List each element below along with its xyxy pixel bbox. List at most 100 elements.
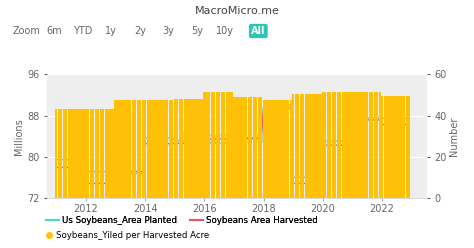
Bar — [344, 92, 346, 198]
Bar — [186, 99, 188, 198]
Bar — [263, 100, 265, 198]
Bar — [307, 94, 309, 198]
Text: All: All — [251, 26, 265, 36]
Bar — [92, 109, 94, 198]
Bar — [391, 96, 393, 198]
Bar — [208, 92, 210, 198]
Bar — [302, 94, 304, 198]
Bar — [112, 109, 114, 198]
Bar — [238, 97, 240, 198]
Bar — [248, 97, 250, 198]
Bar — [179, 99, 181, 198]
Bar — [77, 109, 80, 198]
Bar — [354, 92, 356, 198]
Bar — [100, 109, 102, 198]
Bar — [213, 92, 215, 198]
Bar — [129, 100, 131, 198]
Text: 3y: 3y — [162, 26, 174, 36]
Bar — [85, 109, 87, 198]
Bar — [97, 109, 100, 198]
Bar — [176, 99, 178, 198]
Bar — [152, 100, 154, 198]
Y-axis label: Millions: Millions — [15, 118, 25, 155]
Bar — [206, 92, 208, 198]
Bar — [406, 96, 408, 198]
Bar — [273, 100, 274, 198]
Bar — [144, 100, 146, 198]
Bar — [127, 100, 129, 198]
Bar — [226, 92, 228, 198]
Bar — [243, 97, 245, 198]
Bar — [233, 97, 235, 198]
Bar — [337, 92, 339, 198]
Bar — [166, 100, 168, 198]
Bar — [408, 96, 410, 198]
Bar — [189, 99, 191, 198]
Bar — [386, 96, 388, 198]
Bar — [183, 99, 186, 198]
Bar — [216, 92, 218, 198]
Bar — [334, 92, 337, 198]
Bar — [102, 109, 104, 198]
Bar — [109, 109, 112, 198]
Bar — [287, 100, 290, 198]
Bar — [361, 92, 364, 198]
Bar — [349, 92, 351, 198]
Bar — [300, 94, 302, 198]
Bar — [379, 92, 381, 198]
Bar — [312, 94, 314, 198]
Text: YTD: YTD — [73, 26, 92, 36]
Bar — [257, 97, 260, 198]
Bar — [90, 109, 92, 198]
Bar — [161, 100, 164, 198]
Bar — [87, 109, 90, 198]
Bar — [117, 100, 119, 198]
Bar — [270, 100, 272, 198]
Text: MacroMicro.me: MacroMicro.me — [194, 6, 280, 16]
Text: 5y: 5y — [191, 26, 203, 36]
Bar — [329, 92, 331, 198]
Bar — [339, 92, 341, 198]
Bar — [198, 99, 201, 198]
Bar — [398, 96, 401, 198]
Bar — [154, 100, 156, 198]
Bar — [383, 96, 386, 198]
Bar — [366, 92, 368, 198]
Bar — [218, 92, 220, 198]
Bar — [327, 92, 329, 198]
Bar — [304, 94, 307, 198]
Bar — [374, 92, 376, 198]
Bar — [332, 92, 334, 198]
Bar — [369, 92, 371, 198]
Bar — [119, 100, 122, 198]
Bar — [236, 97, 237, 198]
Bar — [203, 92, 206, 198]
Bar — [351, 92, 354, 198]
Bar — [55, 109, 57, 198]
Bar — [82, 109, 84, 198]
Bar — [401, 96, 403, 198]
Bar — [223, 92, 225, 198]
Bar — [314, 94, 317, 198]
Bar — [359, 92, 361, 198]
Bar — [275, 100, 277, 198]
Bar — [228, 92, 230, 198]
Bar — [63, 109, 65, 198]
Bar — [403, 96, 405, 198]
Bar — [265, 100, 267, 198]
Bar — [277, 100, 280, 198]
Bar — [250, 97, 253, 198]
Bar — [324, 92, 327, 198]
Bar — [280, 100, 282, 198]
Text: 2y: 2y — [134, 26, 146, 36]
Bar — [73, 109, 75, 198]
Bar — [171, 100, 173, 198]
Bar — [201, 99, 203, 198]
Bar — [149, 100, 151, 198]
Bar — [285, 100, 287, 198]
Bar — [137, 100, 139, 198]
Bar — [159, 100, 161, 198]
Bar — [124, 100, 127, 198]
Text: 10y: 10y — [216, 26, 234, 36]
Bar — [169, 100, 171, 198]
